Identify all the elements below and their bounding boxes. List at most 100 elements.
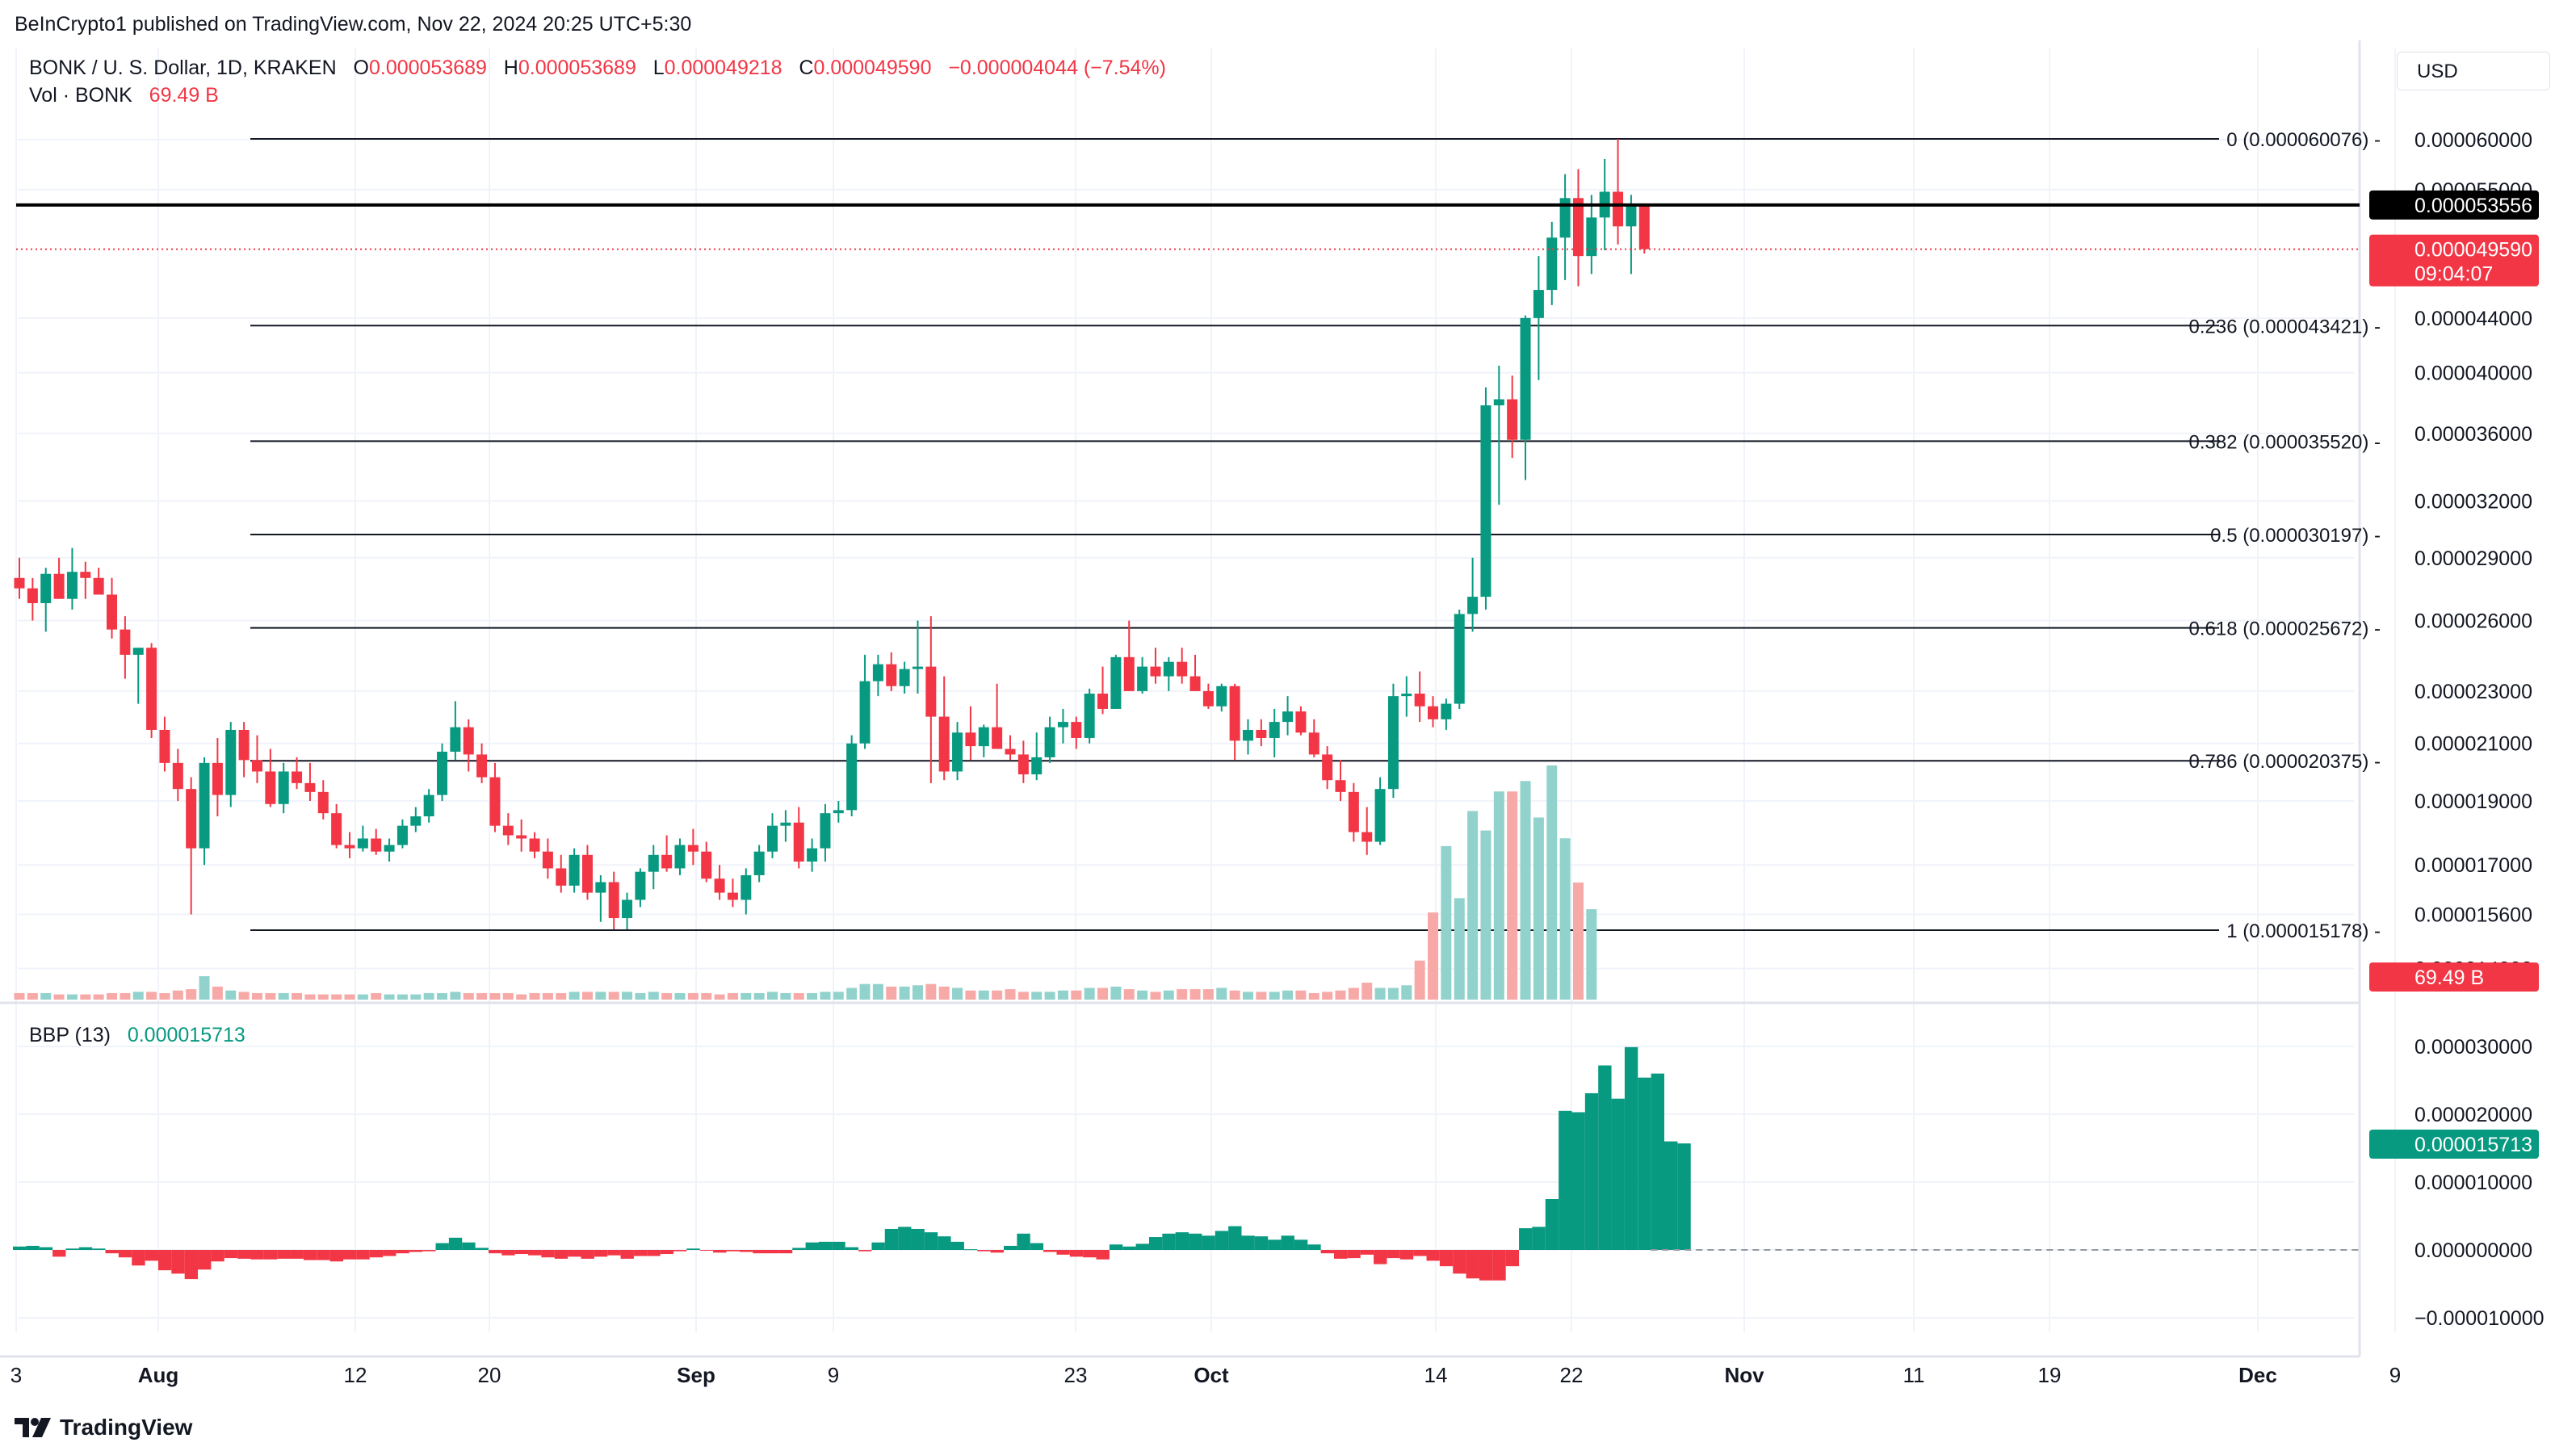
time-tick-label: 9 [2389, 1363, 2401, 1387]
candle-body [661, 854, 673, 869]
candle-body [331, 813, 342, 845]
volume-bar [1017, 992, 1029, 1000]
candle-body [1031, 757, 1043, 775]
volume-bar [1361, 983, 1373, 1000]
fib-label: 0 (0.000060076) - [2226, 129, 2381, 151]
volume-bar [1110, 986, 1122, 1000]
bbp-bar [26, 1245, 40, 1250]
volume-bar [1282, 990, 1294, 1000]
volume-label[interactable]: Vol · BONK [29, 84, 132, 107]
bbp-tick-label: 0.000030000 [2414, 1036, 2532, 1059]
volume-bar [793, 992, 804, 1000]
bbp-bar [1109, 1244, 1123, 1250]
volume-bar [622, 992, 633, 1000]
bbp-bar [660, 1250, 673, 1255]
bbp-bar [938, 1236, 951, 1250]
volume-bar [423, 992, 434, 1000]
close-label: C [799, 57, 814, 79]
volume-bar [740, 992, 752, 1000]
fib-label: 0.236 (0.000043421) - [2188, 316, 2381, 338]
bbp-bar [1307, 1244, 1321, 1250]
bbp-bar [528, 1250, 542, 1256]
volume-bar [635, 992, 646, 1000]
candle-body [199, 762, 210, 849]
bbp-bar [1360, 1250, 1374, 1255]
candle-body [1374, 789, 1386, 842]
candle-body [1189, 676, 1201, 691]
bbp-bar [607, 1250, 621, 1256]
candle-body [93, 577, 104, 595]
bbp-bar [739, 1250, 753, 1252]
bbp-bar [317, 1250, 330, 1260]
bbp-bar [1122, 1246, 1136, 1250]
candle-body [120, 629, 131, 655]
bbp-bar [1664, 1141, 1678, 1250]
candle-body [437, 751, 448, 795]
bbp-bar [1439, 1250, 1454, 1267]
volume-tag: 69.49 B [2414, 967, 2484, 989]
candle-body [1256, 729, 1267, 738]
volume-bar [476, 992, 488, 1000]
symbol-title[interactable]: BONK / U. S. Dollar, 1D, KRAKEN [29, 57, 337, 79]
volume-bar [410, 994, 422, 1000]
close-value: 0.000049590 [813, 57, 932, 79]
volume-bar [1520, 781, 1531, 1000]
currency-button[interactable]: USD [2397, 52, 2550, 90]
price-tick-label: 0.000044000 [2414, 308, 2532, 330]
volume-bar [542, 992, 553, 1000]
fib-label: 1 (0.000015178) - [2226, 920, 2381, 942]
candle-body [1137, 666, 1148, 691]
candle-body [1295, 711, 1307, 733]
volume-bar [674, 992, 686, 1000]
volume-bar [1229, 990, 1240, 1000]
bbp-bar [911, 1228, 925, 1250]
candle-body [1533, 290, 1544, 318]
volume-bar [516, 994, 527, 1000]
bbp-bar [1426, 1250, 1440, 1261]
candle-body [1084, 694, 1095, 738]
bbp-bar [118, 1250, 132, 1258]
volume-bar [304, 994, 316, 1000]
bbp-bar [647, 1250, 661, 1256]
volume-bar [886, 986, 897, 1000]
time-tick-label: Sep [677, 1363, 715, 1387]
tradingview-logo[interactable]: TradingView [15, 1415, 192, 1440]
candle-body [793, 822, 804, 862]
volume-bar [437, 992, 448, 1000]
candle-body [542, 851, 553, 869]
candle-body [489, 777, 501, 826]
volume-bar [1005, 989, 1016, 1000]
volume-bar [1335, 990, 1346, 1000]
bbp-bar [818, 1241, 833, 1250]
volume-bar [1572, 883, 1584, 1000]
volume-bar [1586, 909, 1597, 1000]
last-price-tag: 0.000049590 [2414, 239, 2532, 262]
bbp-bar [237, 1250, 251, 1259]
candle-body [1638, 203, 1650, 249]
bbp-bar [475, 1247, 489, 1250]
bbp-bar [963, 1249, 978, 1251]
candle-body [1546, 237, 1558, 291]
volume-bars [14, 765, 1597, 1000]
low-label: L [652, 57, 665, 79]
price-tick-label: 0.000017000 [2414, 854, 2532, 877]
candle-body [1559, 198, 1571, 238]
bbp-bar [1584, 1092, 1599, 1250]
candle-body [820, 813, 831, 849]
volume-bar [568, 992, 580, 1000]
volume-bar [489, 992, 501, 1000]
candle-body [1626, 203, 1637, 227]
bbp-label[interactable]: BBP (13) [29, 1024, 111, 1046]
volume-bar [1493, 791, 1504, 1000]
candle-body [833, 810, 844, 814]
bbp-bar [1043, 1250, 1057, 1252]
volume-bar [317, 994, 329, 1000]
bbp-bar [1175, 1232, 1189, 1250]
bbp-bar [1532, 1226, 1546, 1250]
volume-bar [912, 985, 923, 1000]
candle-body [159, 729, 170, 763]
volume-bar [1202, 989, 1214, 1000]
bbp-bar [1334, 1250, 1348, 1259]
